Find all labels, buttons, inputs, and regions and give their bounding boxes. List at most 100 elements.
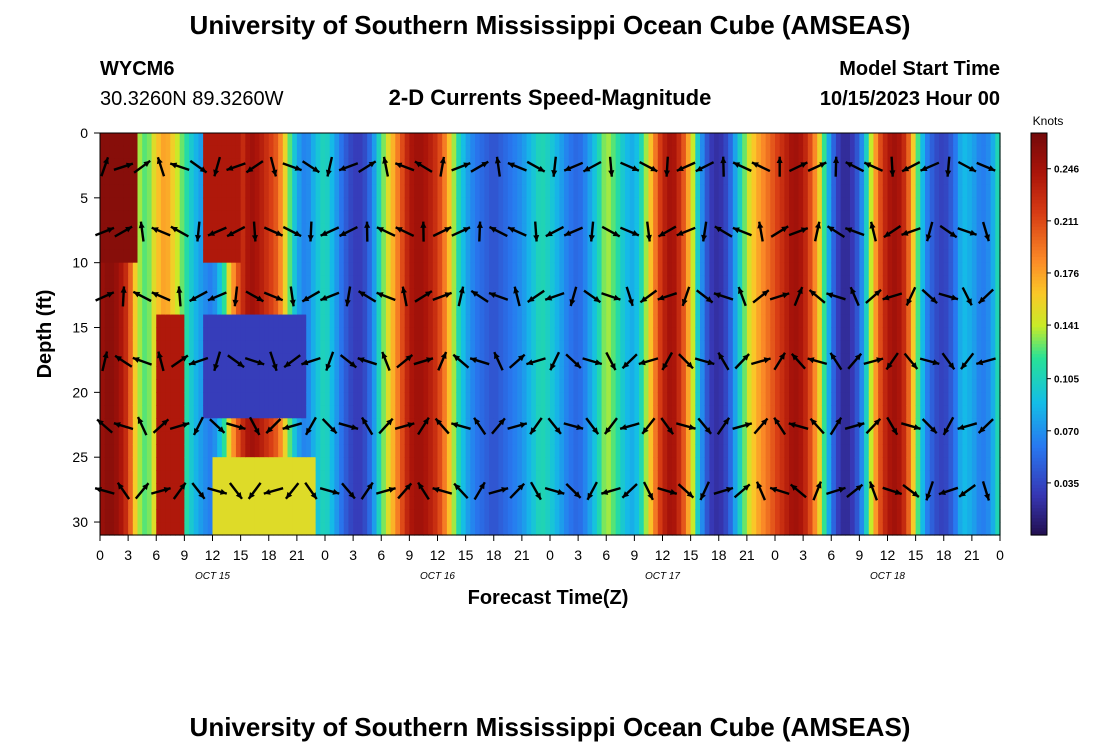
heatmap-cell: [700, 457, 706, 471]
heatmap-cell: [643, 133, 650, 147]
heatmap-cell: [414, 301, 420, 316]
heatmap-cell: [850, 496, 856, 510]
heatmap-cell: [329, 483, 335, 497]
heatmap-cell: [526, 470, 532, 484]
heatmap-cell: [306, 145, 312, 160]
heatmap-cell: [381, 470, 387, 484]
heatmap-cell: [456, 457, 462, 471]
heatmap-cell: [432, 522, 439, 536]
heatmap-cell: [667, 496, 673, 510]
heatmap-cell: [184, 392, 190, 406]
heatmap-cell: [353, 145, 359, 160]
heatmap-cell: [315, 431, 321, 445]
heatmap-cell: [662, 236, 668, 251]
heatmap-cell: [587, 158, 593, 173]
heatmap-cell: [610, 223, 617, 238]
heatmap-cell: [189, 496, 195, 510]
heatmap-cell: [587, 405, 593, 419]
heatmap-cell: [634, 133, 640, 147]
heatmap-cell: [690, 236, 696, 251]
heatmap-cell: [278, 301, 284, 316]
heatmap-cell: [812, 197, 818, 212]
heatmap-cell: [423, 301, 429, 316]
heatmap-cell: [329, 210, 335, 225]
heatmap-cell: [714, 171, 720, 186]
heatmap-cell: [423, 457, 429, 471]
heatmap-cell: [535, 340, 542, 355]
heatmap-cell: [493, 405, 500, 419]
heatmap-cell: [493, 262, 500, 277]
heatmap-cell: [395, 457, 401, 471]
heatmap-cell: [521, 145, 528, 160]
heatmap-cell: [521, 288, 528, 303]
heatmap-cell: [353, 418, 359, 432]
heatmap-cell: [723, 249, 729, 264]
heatmap-cell: [315, 184, 321, 199]
heatmap-cell: [231, 210, 237, 225]
heatmap-cell: [503, 470, 509, 484]
heatmap-cell: [732, 210, 739, 225]
heatmap-cell: [821, 444, 828, 458]
heatmap-cell: [732, 340, 739, 355]
heatmap-cell: [512, 236, 518, 251]
heatmap-cell: [625, 509, 631, 523]
heatmap-cell: [240, 444, 246, 458]
heatmap-cell: [100, 262, 106, 277]
heatmap-cell: [362, 171, 368, 186]
heatmap-cell: [625, 392, 631, 406]
heatmap-cell: [170, 171, 176, 186]
heatmap-cell: [418, 457, 425, 471]
heatmap-cell: [306, 301, 312, 316]
heatmap-cell: [217, 405, 223, 419]
heatmap-cell: [498, 327, 504, 342]
heatmap-cell: [732, 197, 739, 212]
heatmap-cell: [807, 288, 814, 303]
heatmap-cell: [789, 522, 795, 536]
heatmap-cell: [770, 223, 776, 238]
heatmap-cell: [409, 158, 415, 173]
heatmap-cell: [685, 418, 692, 432]
heatmap-cell: [531, 301, 537, 316]
heatmap-cell: [573, 145, 579, 160]
heatmap-cell: [451, 496, 457, 510]
heatmap-cell: [123, 236, 129, 251]
heatmap-cell: [207, 262, 214, 277]
heatmap-cell: [240, 353, 246, 368]
heatmap-cell: [718, 392, 725, 406]
heatmap-cell: [559, 145, 565, 160]
heatmap-cell: [718, 431, 725, 445]
heatmap-cell: [770, 133, 776, 147]
heatmap-cell: [268, 379, 275, 393]
heatmap-cell: [489, 366, 495, 380]
heatmap-cell: [221, 366, 228, 380]
heatmap-cell: [460, 340, 467, 355]
heatmap-cell: [812, 145, 818, 160]
heatmap-cell: [554, 353, 560, 368]
heatmap-cell: [381, 210, 387, 225]
heatmap-cell: [423, 314, 429, 329]
heatmap-cell: [325, 509, 331, 523]
heatmap-cell: [606, 418, 612, 432]
heatmap-cell: [634, 210, 640, 225]
heatmap-cell: [629, 509, 635, 523]
heatmap-cell: [315, 262, 321, 277]
heatmap-cell: [437, 288, 443, 303]
heatmap-cell: [287, 392, 293, 406]
heatmap-cell: [292, 275, 298, 290]
heatmap-cell: [203, 392, 209, 406]
heatmap-cell: [817, 133, 823, 147]
heatmap-cell: [414, 522, 420, 536]
heatmap-cell: [184, 340, 190, 355]
heatmap-cell: [831, 171, 837, 186]
heatmap-cell: [310, 314, 317, 329]
heatmap-cell: [606, 405, 612, 419]
heatmap-cell: [657, 418, 664, 432]
heatmap-cell: [460, 249, 467, 264]
heatmap-cell: [489, 314, 495, 329]
heatmap-cell: [540, 405, 546, 419]
heatmap-cell: [395, 496, 401, 510]
heatmap-cell: [184, 171, 190, 186]
heatmap-cell: [587, 145, 593, 160]
heatmap-cell: [521, 223, 528, 238]
heatmap-cell: [596, 327, 603, 342]
